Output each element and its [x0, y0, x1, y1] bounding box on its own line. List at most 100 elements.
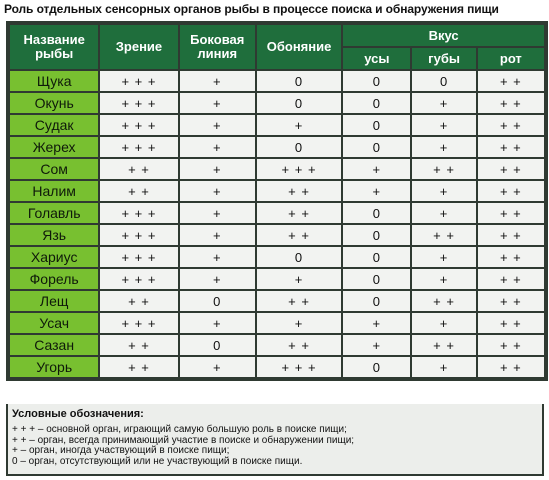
rating-cell-taste-lips: +: [410, 201, 478, 225]
rating-cell-lateral-line: +: [177, 135, 257, 159]
rating-cell-vision: + + +: [98, 223, 180, 247]
fish-name-cell: Окунь: [7, 91, 101, 115]
rating-cell-smell: + +: [254, 223, 344, 247]
rating-cell-lateral-line: +: [177, 223, 257, 247]
rating-cell-vision: + + +: [98, 311, 180, 335]
rating-cell-lateral-line: 0: [177, 289, 257, 313]
fish-name-cell: Судак: [7, 113, 101, 137]
rating-cell-taste-barbels: +: [341, 157, 413, 181]
table-body: Щука + + + +0 0 0 + + Окунь + + + +0 0 + + + Судак + …: [7, 69, 547, 379]
table-row: Окунь + + + +0 0 + + +: [7, 91, 547, 115]
rating-cell-vision: + +: [98, 355, 180, 379]
table-row: Угорь + + + + + +0 + + +: [7, 355, 547, 379]
rating-cell-taste-barbels: 0: [341, 245, 413, 269]
rating-cell-taste-mouth: + +: [475, 355, 547, 379]
sensory-organs-table: Название рыбы Зрение Боковая линия Обоня…: [7, 23, 547, 379]
rating-cell-smell: + +: [254, 179, 344, 203]
rating-cell-smell: 0: [254, 91, 344, 115]
rating-cell-vision: + + +: [98, 69, 180, 93]
rating-cell-taste-mouth: + +: [475, 201, 547, 225]
rating-cell-smell: 0: [254, 245, 344, 269]
header-taste-lips: губы: [410, 46, 478, 71]
rating-cell-vision: + + +: [98, 135, 180, 159]
header-vision: Зрение: [98, 23, 180, 71]
rating-cell-lateral-line: 0: [177, 333, 257, 357]
fish-name-cell: Язь: [7, 223, 101, 247]
legend: Условные обозначения: + + + – основной о…: [6, 404, 544, 476]
rating-cell-vision: + + +: [98, 267, 180, 291]
fish-name-cell: Налим: [7, 179, 101, 203]
rating-cell-lateral-line: +: [177, 311, 257, 335]
rating-cell-taste-lips: 0: [410, 69, 478, 93]
rating-cell-taste-barbels: 0: [341, 267, 413, 291]
rating-cell-taste-mouth: + +: [475, 179, 547, 203]
table-row: Хариус + + + +0 0 + + +: [7, 245, 547, 269]
header-taste-mouth: рот: [475, 46, 547, 71]
rating-cell-smell: 0: [254, 69, 344, 93]
legend-item-absent: 0 – орган, отсутствующий или не участвую…: [12, 455, 303, 467]
rating-cell-taste-barbels: 0: [341, 91, 413, 115]
rating-cell-taste-mouth: + +: [475, 223, 547, 247]
table-row: Усач + + + + + + + + +: [7, 311, 547, 335]
rating-cell-taste-lips: +: [410, 355, 478, 379]
header-taste: Вкус: [341, 23, 546, 48]
table-row: Лещ + +0 + +0 + + + +: [7, 289, 547, 313]
rating-cell-vision: + + +: [98, 245, 180, 269]
rating-cell-taste-mouth: + +: [475, 135, 547, 159]
rating-cell-smell: + + +: [254, 355, 344, 379]
rating-cell-taste-lips: + +: [410, 157, 478, 181]
rating-cell-lateral-line: +: [177, 267, 257, 291]
rating-cell-taste-barbels: 0: [341, 289, 413, 313]
rating-cell-lateral-line: +: [177, 179, 257, 203]
table-caption: Роль отдельных сенсорных органов рыбы в …: [4, 2, 499, 16]
rating-cell-taste-lips: + +: [410, 333, 478, 357]
rating-cell-taste-barbels: 0: [341, 135, 413, 159]
rating-cell-taste-lips: +: [410, 311, 478, 335]
table-row: Форель + + + + +0 + + +: [7, 267, 547, 291]
fish-name-cell: Щука: [7, 69, 101, 93]
rating-cell-taste-mouth: + +: [475, 267, 547, 291]
table-row: Сом + + + + + + + + + + +: [7, 157, 547, 181]
rating-cell-taste-barbels: 0: [341, 113, 413, 137]
rating-cell-taste-barbels: +: [341, 333, 413, 357]
rating-cell-vision: + +: [98, 179, 180, 203]
legend-items: + + + – основной орган, играющий самую б…: [8, 422, 542, 467]
table-row: Щука + + + +0 0 0 + +: [7, 69, 547, 93]
fish-name-cell: Голавль: [7, 201, 101, 225]
fish-name-cell: Сом: [7, 157, 101, 181]
rating-cell-lateral-line: +: [177, 355, 257, 379]
rating-cell-vision: + +: [98, 333, 180, 357]
fish-name-cell: Лещ: [7, 289, 101, 313]
rating-cell-taste-mouth: + +: [475, 91, 547, 115]
rating-cell-taste-barbels: 0: [341, 223, 413, 247]
table-row: Налим + + + + + + + + +: [7, 179, 547, 203]
rating-cell-taste-lips: +: [410, 245, 478, 269]
rating-cell-smell: +: [254, 113, 344, 137]
sensory-table-frame: Название рыбы Зрение Боковая линия Обоня…: [6, 21, 548, 381]
fish-name-cell: Сазан: [7, 333, 101, 357]
fish-name-cell: Форель: [7, 267, 101, 291]
legend-item-always: + + – орган, всегда принимающий участие …: [12, 434, 355, 446]
fish-name-cell: Угорь: [7, 355, 101, 379]
rating-cell-smell: + +: [254, 333, 344, 357]
rating-cell-taste-barbels: +: [341, 179, 413, 203]
rating-cell-taste-lips: +: [410, 91, 478, 115]
rating-cell-taste-lips: + +: [410, 289, 478, 313]
rating-cell-vision: + +: [98, 289, 180, 313]
table-row: Судак + + + + +0 + + +: [7, 113, 547, 137]
rating-cell-taste-mouth: + +: [475, 157, 547, 181]
fish-name-cell: Усач: [7, 311, 101, 335]
rating-cell-lateral-line: +: [177, 201, 257, 225]
rating-cell-lateral-line: +: [177, 157, 257, 181]
header-taste-barbels: усы: [341, 46, 413, 71]
rating-cell-taste-barbels: 0: [341, 69, 413, 93]
rating-cell-taste-lips: + +: [410, 223, 478, 247]
rating-cell-taste-barbels: +: [341, 311, 413, 335]
header-fish: Название рыбы: [7, 23, 101, 71]
rating-cell-lateral-line: +: [177, 69, 257, 93]
table-row: Сазан + +0 + + + + + + +: [7, 333, 547, 357]
rating-cell-vision: + + +: [98, 113, 180, 137]
rating-cell-smell: +: [254, 267, 344, 291]
rating-cell-lateral-line: +: [177, 245, 257, 269]
